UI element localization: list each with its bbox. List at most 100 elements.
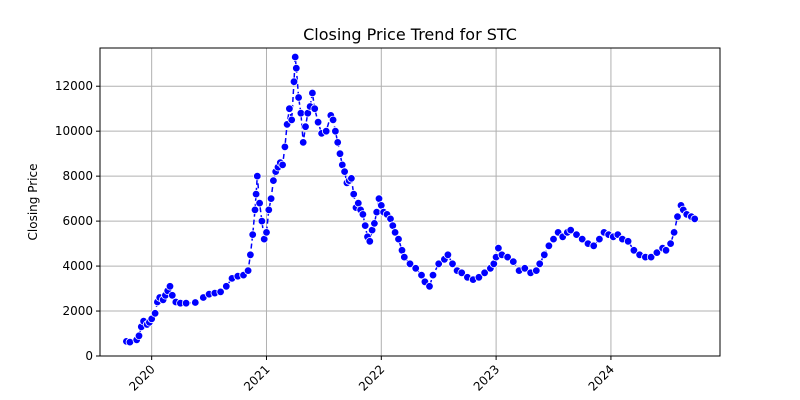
data-point — [301, 122, 310, 131]
data-point — [673, 212, 682, 221]
data-point — [280, 142, 290, 152]
data-point — [289, 77, 299, 86]
data-point — [623, 237, 633, 246]
data-point — [578, 234, 587, 244]
data-point — [372, 207, 381, 217]
data-point — [308, 88, 317, 98]
data-point — [425, 282, 434, 291]
y-tick-label: 2000 — [62, 304, 93, 318]
data-point — [347, 174, 356, 183]
data-point — [313, 117, 323, 127]
y-tick-label: 12000 — [55, 79, 93, 93]
x-tick-label: 2024 — [586, 362, 617, 393]
data-point — [400, 252, 409, 262]
data-point — [540, 250, 549, 259]
data-point — [255, 198, 264, 208]
data-point — [646, 252, 656, 262]
data-point — [358, 210, 368, 219]
data-point — [181, 299, 191, 308]
data-point — [322, 126, 331, 136]
data-point — [262, 228, 271, 237]
data-point — [349, 189, 358, 199]
data-point — [390, 228, 400, 237]
data-point — [669, 228, 679, 237]
data-point — [503, 252, 512, 262]
data-point — [448, 259, 457, 268]
data-point — [666, 239, 675, 248]
data-point — [248, 230, 257, 239]
data-point — [134, 331, 144, 340]
y-tick-label: 8000 — [62, 169, 93, 183]
data-point — [333, 138, 342, 147]
data-point — [361, 221, 370, 230]
data-point — [411, 264, 420, 273]
data-point — [595, 234, 604, 244]
data-point — [168, 291, 177, 300]
data-point — [652, 248, 662, 257]
data-point — [216, 287, 225, 297]
y-tick-label: 4000 — [62, 259, 93, 273]
x-tick-label: 2023 — [471, 362, 502, 393]
data-point — [150, 309, 160, 318]
data-point — [253, 171, 262, 181]
data-point — [629, 246, 639, 255]
plot-frame — [99, 47, 721, 357]
data-point — [278, 160, 287, 170]
y-tick-label: 0 — [85, 349, 93, 363]
data-point — [269, 176, 278, 185]
chart-title: Closing Price Trend for STC — [303, 25, 517, 44]
data-point — [246, 250, 255, 259]
data-point — [165, 282, 175, 291]
series-line — [126, 56, 696, 343]
x-tick-label: 2020 — [126, 362, 157, 393]
grid — [100, 48, 720, 357]
data-point — [287, 115, 296, 125]
data-point — [661, 246, 671, 255]
series-layer — [122, 52, 699, 347]
data-point — [443, 250, 453, 259]
data-point — [566, 225, 575, 235]
data-point — [544, 241, 554, 250]
x-tick-label: 2021 — [241, 362, 272, 393]
data-point — [572, 230, 581, 239]
data-point — [296, 108, 306, 118]
data-point — [690, 214, 699, 224]
data-point — [434, 259, 443, 268]
data-point — [328, 115, 338, 125]
y-tick-label: 6000 — [62, 214, 93, 228]
data-point — [428, 270, 438, 280]
data-point — [222, 282, 231, 291]
data-point — [340, 167, 349, 176]
data-point — [520, 264, 529, 273]
data-point — [335, 149, 345, 158]
data-point — [310, 104, 319, 113]
data-point — [480, 268, 489, 277]
data-point — [294, 93, 303, 102]
data-point — [535, 259, 544, 268]
data-point — [266, 194, 276, 203]
data-point — [370, 219, 379, 228]
data-point — [417, 270, 426, 280]
data-point — [299, 138, 308, 147]
data-point — [292, 63, 301, 73]
y-tick-label: 10000 — [55, 124, 93, 138]
data-point — [532, 266, 541, 275]
data-point — [494, 243, 503, 253]
data-point — [474, 273, 484, 282]
data-point — [394, 234, 403, 244]
data-point — [365, 237, 374, 246]
data-point — [589, 241, 598, 250]
ticks: 0 2000 4000 6000 8000 10000 12000 2020 2021 2022 2… — [55, 79, 617, 394]
data-point — [285, 104, 294, 113]
data-point — [250, 205, 260, 215]
data-point — [291, 52, 300, 62]
data-point — [405, 259, 415, 268]
data-point — [251, 189, 261, 199]
data-point — [257, 216, 267, 226]
data-point — [191, 298, 200, 307]
data-point — [243, 266, 253, 275]
y-axis-label: Closing Price — [26, 164, 40, 241]
x-tick-label: 2022 — [356, 362, 387, 393]
